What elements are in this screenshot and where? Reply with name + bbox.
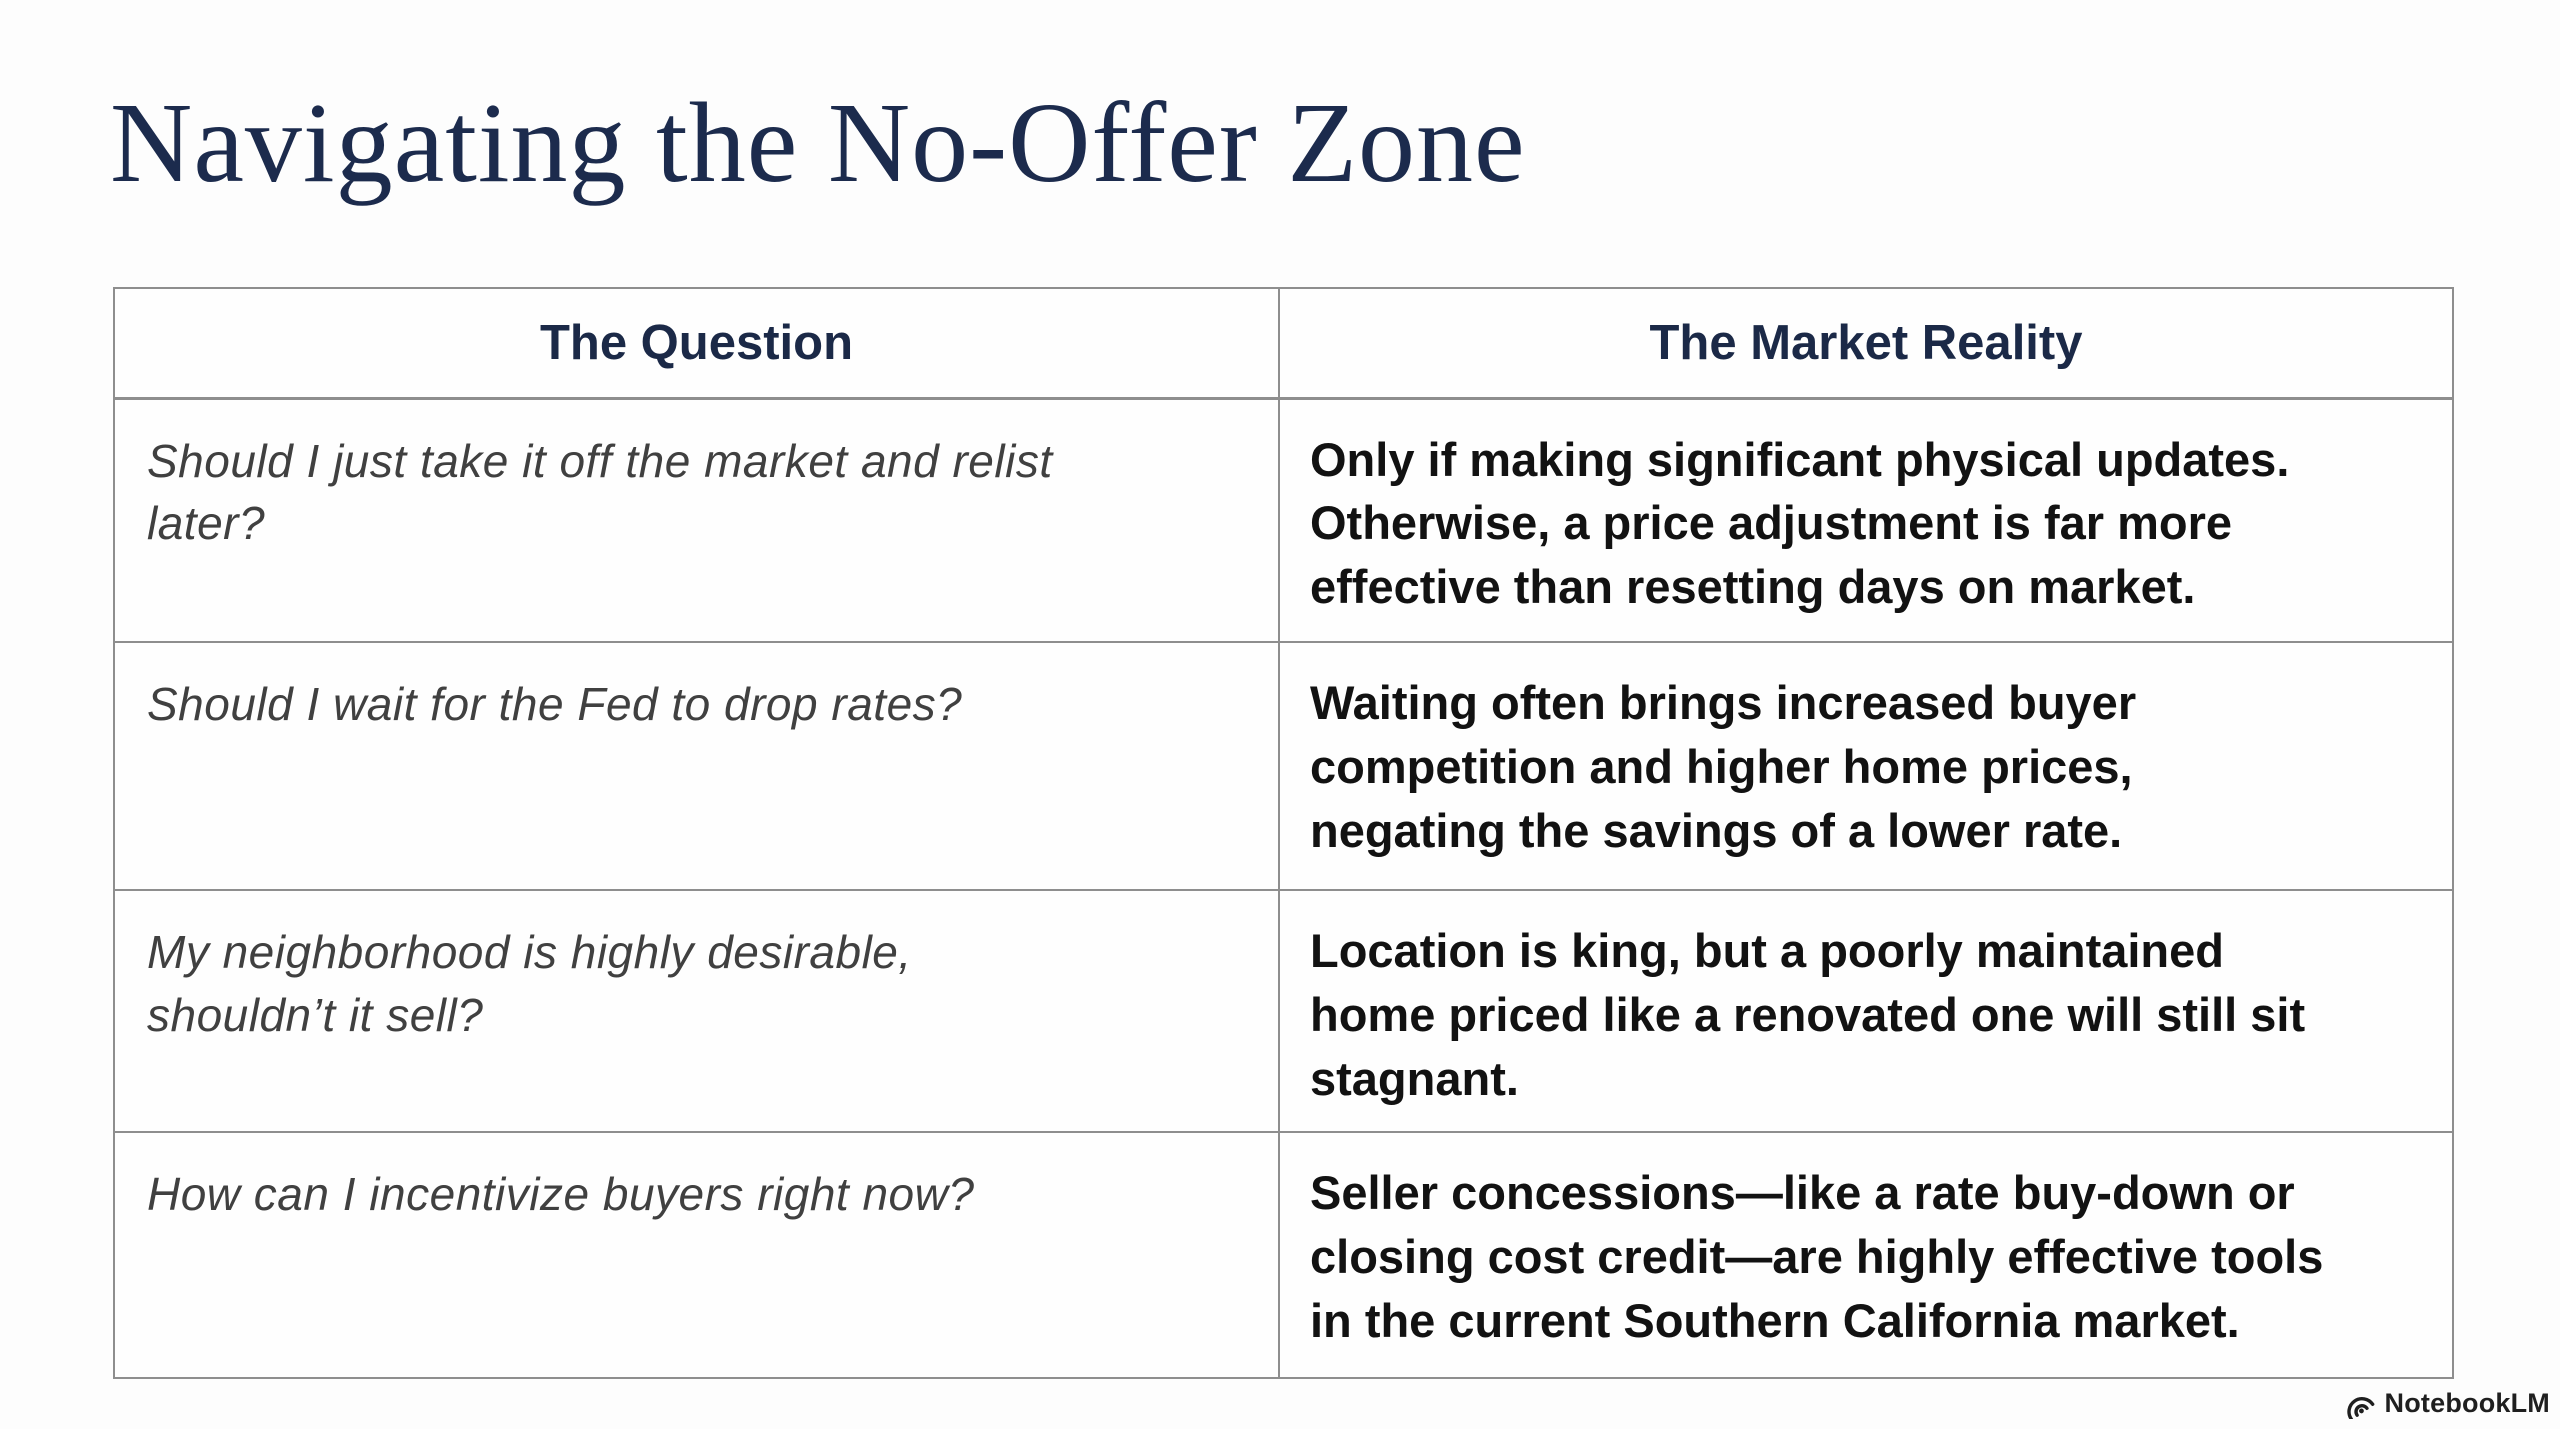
reality-text: Seller concessions—like a rate buy-down …: [1310, 1166, 2324, 1347]
question-text: How can I incentivize buyers right now?: [147, 1168, 975, 1220]
question-text: My neighborhood is highly desirable, sho…: [147, 926, 912, 1041]
notebooklm-logo-icon: [2340, 1387, 2376, 1419]
question-cell: Should I just take it off the market and…: [113, 397, 1280, 643]
table-row: Should I wait for the Fed to drop rates?…: [113, 641, 2454, 891]
table-row: How can I incentivize buyers right now? …: [113, 1131, 2454, 1379]
question-text: Should I wait for the Fed to drop rates?: [147, 678, 963, 730]
question-cell: Should I wait for the Fed to drop rates?: [113, 641, 1280, 891]
reality-text: Waiting often brings increased buyer com…: [1310, 676, 2137, 857]
reality-cell: Only if making significant physical upda…: [1278, 397, 2454, 643]
question-cell: How can I incentivize buyers right now?: [113, 1131, 1280, 1379]
reality-cell: Waiting often brings increased buyer com…: [1278, 641, 2454, 891]
table-row: My neighborhood is highly desirable, sho…: [113, 889, 2454, 1133]
question-cell: My neighborhood is highly desirable, sho…: [113, 889, 1280, 1133]
qa-table: The Question The Market Reality Should I…: [113, 287, 2454, 1379]
notebooklm-watermark: NotebookLM: [2340, 1387, 2550, 1419]
column-header-reality: The Market Reality: [1278, 287, 2454, 400]
table-row: Should I just take it off the market and…: [113, 397, 2454, 643]
reality-text: Location is king, but a poorly maintaine…: [1310, 924, 2306, 1105]
table-header-row: The Question The Market Reality: [113, 287, 2454, 400]
question-text: Should I just take it off the market and…: [147, 434, 1053, 550]
column-header-question: The Question: [113, 287, 1280, 400]
reality-cell: Location is king, but a poorly maintaine…: [1278, 889, 2454, 1133]
notebooklm-wordmark: NotebookLM: [2384, 1387, 2550, 1418]
page-title: Navigating the No-Offer Zone: [110, 79, 1526, 206]
reality-text: Only if making significant physical upda…: [1310, 432, 2290, 614]
reality-cell: Seller concessions—like a rate buy-down …: [1278, 1131, 2454, 1379]
